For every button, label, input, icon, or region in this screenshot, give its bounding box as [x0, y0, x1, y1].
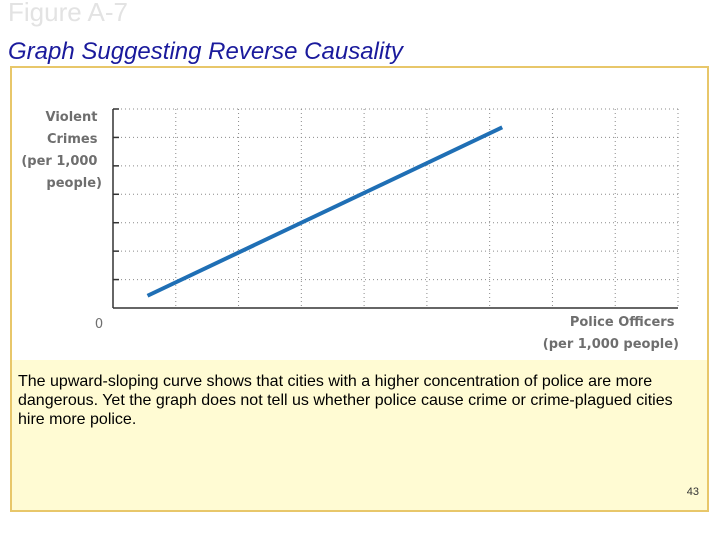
figure-panel: Violent Crimes (per 1,000 people) 0 Poli… — [10, 66, 709, 512]
chart-area: Violent Crimes (per 1,000 people) 0 Poli… — [12, 68, 707, 360]
y-axis-label-line: Violent — [46, 110, 98, 125]
y-axis-label-line: people) — [46, 176, 102, 191]
axes — [112, 108, 678, 309]
y-axis-label-line: Crimes — [47, 132, 98, 147]
series — [146, 125, 504, 298]
x-axis-label-line: (per 1,000 people) — [543, 337, 679, 352]
figure-label: Figure A-7 — [8, 0, 128, 27]
x-axis-label: Police Officers (per 1,000 people) — [543, 315, 679, 352]
origin-label: 0 — [95, 317, 103, 332]
grid — [113, 108, 679, 308]
x-axis-label-line: Police Officers — [570, 315, 675, 330]
y-axis-label: Violent Crimes (per 1,000 people) — [21, 110, 102, 191]
y-axis-label-line: (per 1,000 — [21, 154, 97, 169]
series-line — [146, 125, 504, 298]
chart: Violent Crimes (per 1,000 people) 0 Poli… — [21, 108, 679, 352]
slide-title: Graph Suggesting Reverse Causality — [8, 38, 403, 65]
page-number: 43 — [686, 486, 699, 498]
caption-text: The upward-sloping curve shows that citi… — [18, 373, 673, 428]
